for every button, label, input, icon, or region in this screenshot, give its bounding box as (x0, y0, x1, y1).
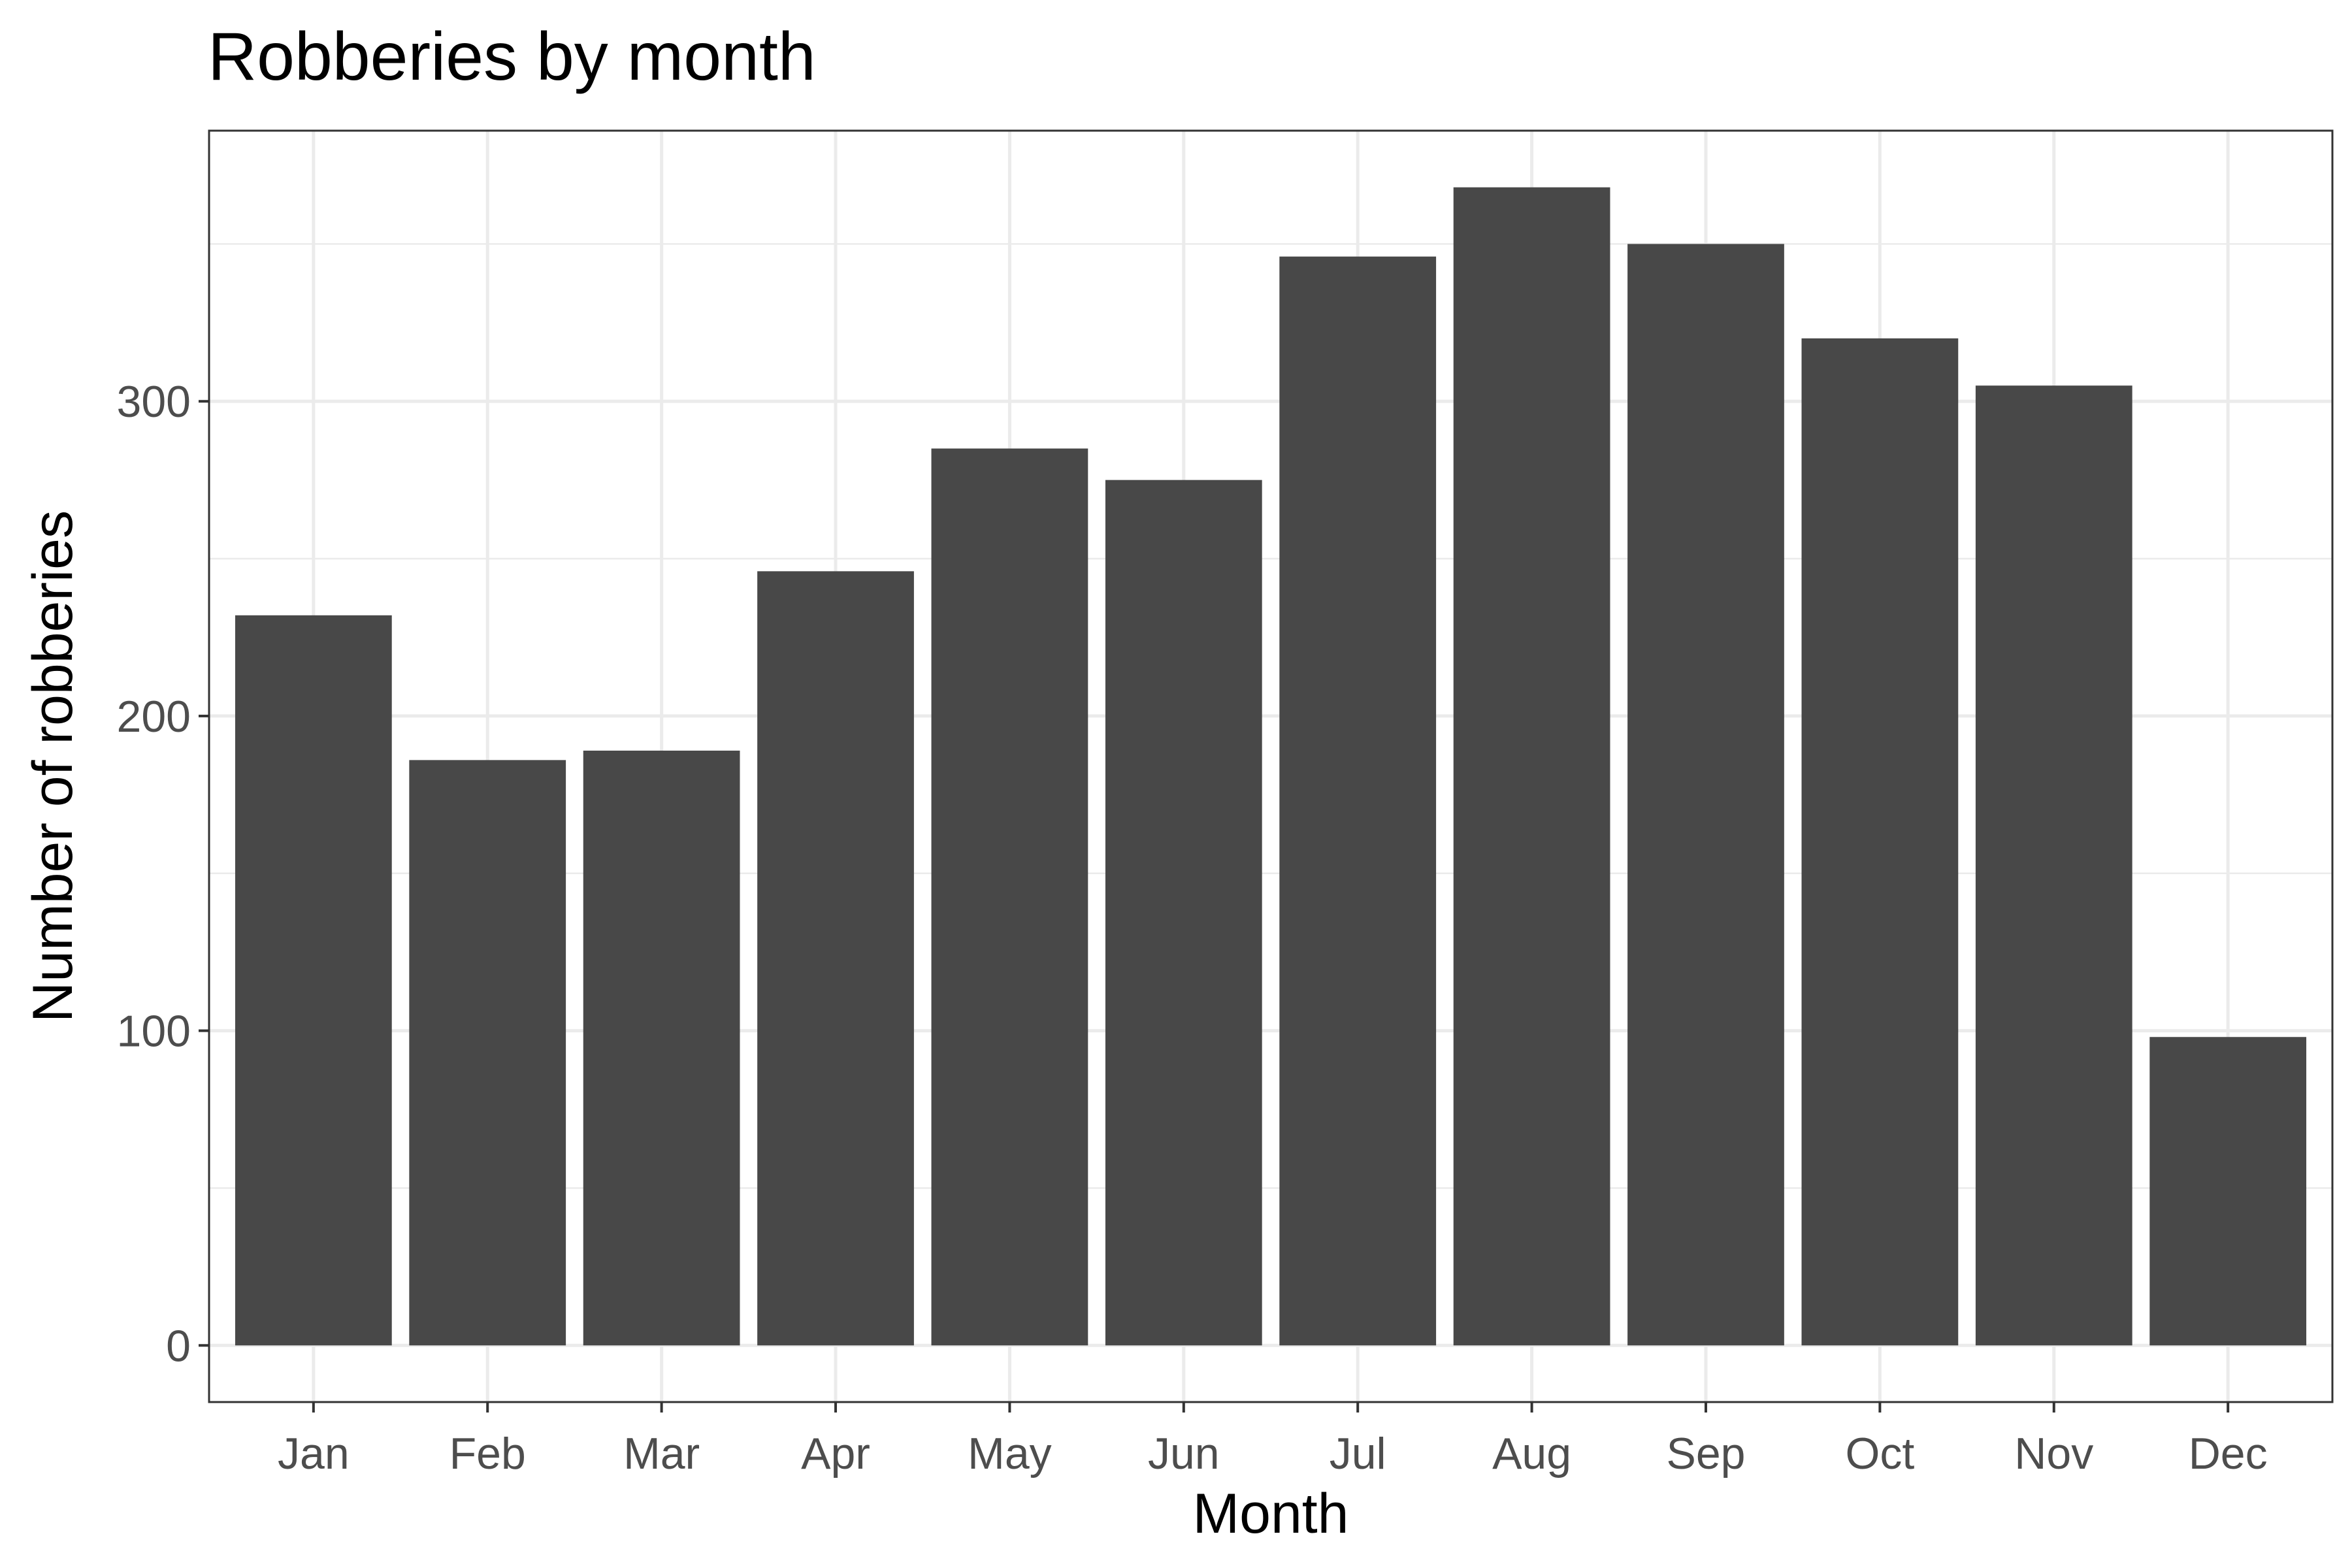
chart-title: Robberies by month (208, 19, 816, 95)
x-tick-label-nov: Nov (2014, 1429, 2093, 1478)
bar-feb (409, 760, 566, 1346)
y-tick-label-0: 0 (166, 1321, 191, 1371)
bar-jul (1279, 256, 1437, 1346)
y-axis-title: Number of robberies (22, 510, 84, 1022)
x-tick-label-may: May (968, 1429, 1051, 1478)
bar-apr (757, 571, 914, 1346)
bar-nov (1975, 385, 2132, 1346)
x-tick-label-jan: Jan (278, 1429, 350, 1478)
x-tick-label-jun: Jun (1148, 1429, 1220, 1478)
bar-sep (1627, 244, 1784, 1346)
bar-dec (2149, 1037, 2307, 1346)
bar-aug (1453, 187, 1610, 1346)
x-tick-label-feb: Feb (449, 1429, 526, 1478)
x-tick-label-apr: Apr (801, 1429, 870, 1478)
y-tick-label-1: 100 (117, 1007, 191, 1056)
x-tick-label-oct: Oct (1845, 1429, 1914, 1478)
y-tick-label-3: 300 (117, 377, 191, 427)
bar-mar (583, 750, 740, 1346)
bar-jun (1105, 480, 1262, 1346)
bars (235, 187, 2307, 1346)
x-tick-label-mar: Mar (623, 1429, 700, 1478)
x-tick-label-dec: Dec (2189, 1429, 2268, 1478)
x-axis-title: Month (1192, 1482, 1348, 1545)
bar-oct (1801, 338, 1959, 1346)
panel-border (208, 129, 2334, 1403)
x-tick-label-sep: Sep (1666, 1429, 1745, 1478)
y-tick-label-2: 200 (117, 692, 191, 742)
x-axis: Jan Feb Mar Apr May Jun Jul Aug Sep Oct Nov Dec (278, 1402, 2268, 1478)
bar-jan (235, 615, 392, 1346)
x-tick-label-aug: Aug (1492, 1429, 1571, 1478)
bar-may (931, 448, 1088, 1346)
y-axis: 0 100 200 300 (117, 377, 209, 1371)
x-tick-label-jul: Jul (1330, 1429, 1386, 1478)
